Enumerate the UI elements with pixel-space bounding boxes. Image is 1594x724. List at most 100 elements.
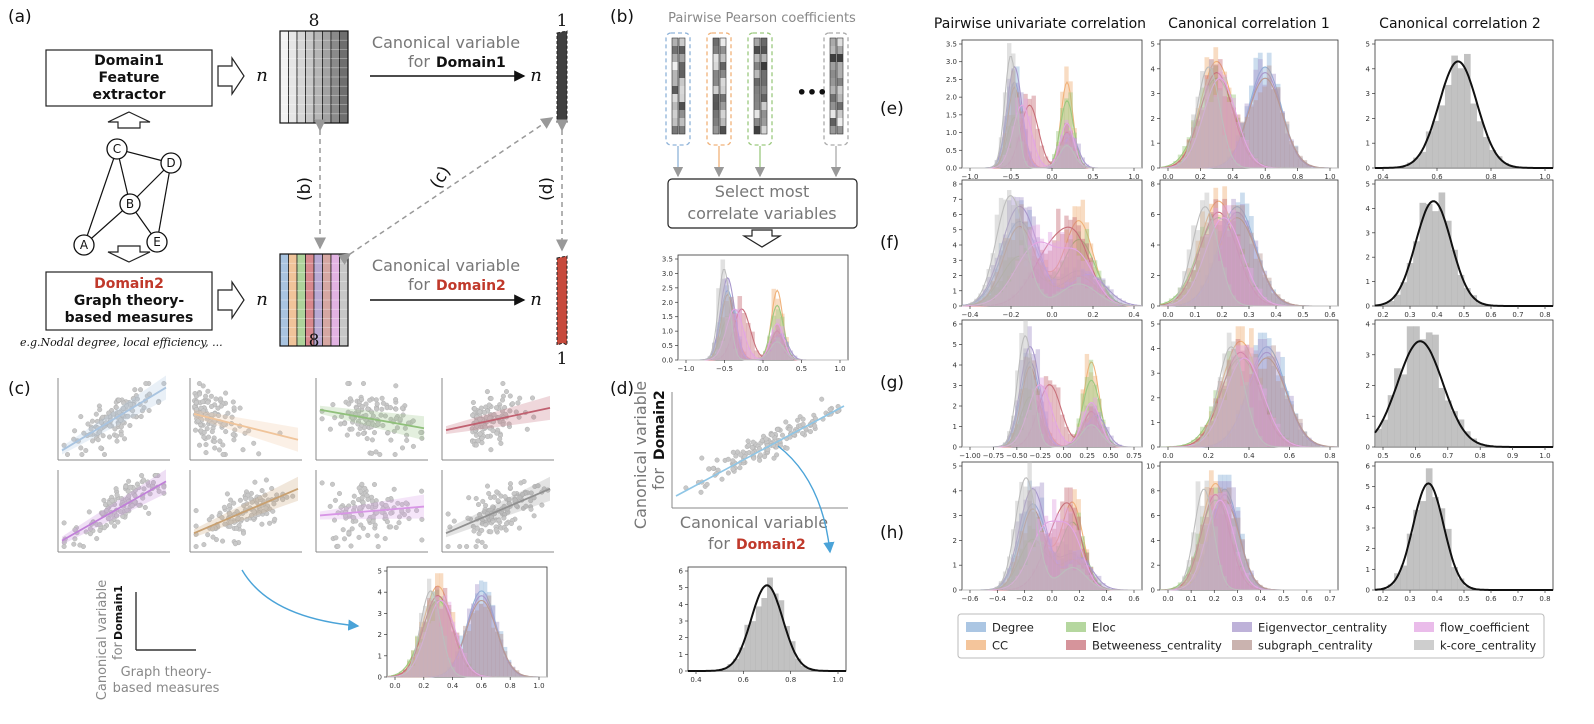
scatter-point — [100, 510, 106, 516]
scatter-point — [137, 387, 143, 393]
x-tick-label: 0.6 — [1324, 311, 1336, 319]
scatter-point — [114, 492, 120, 498]
histogram-bar — [1231, 341, 1236, 447]
column-cell — [754, 94, 760, 102]
column-cell — [679, 126, 685, 134]
scatter-point — [346, 401, 352, 407]
scatter-point — [93, 411, 99, 417]
scatter-point — [515, 400, 521, 406]
histogram-bar — [1064, 288, 1069, 306]
scatter-point — [410, 418, 416, 424]
scatter-point — [757, 452, 763, 458]
scatter-point — [118, 432, 124, 438]
scatter-point — [374, 406, 380, 412]
x-tick-label: −0.5 — [716, 365, 733, 373]
scatter-point — [204, 426, 210, 432]
scatter-point — [72, 428, 78, 434]
column-cell — [679, 102, 685, 110]
histogram-bar — [720, 278, 726, 360]
histogram-bar — [1035, 536, 1041, 590]
histogram-bar — [763, 355, 768, 360]
scatter-point — [229, 414, 235, 420]
scatter-point — [762, 454, 768, 460]
y-tick-label: 8 — [1151, 487, 1155, 495]
scatter-point — [699, 455, 705, 461]
scatter-point — [201, 542, 207, 548]
chart-frame — [961, 39, 1143, 169]
x-tick-label: 0.4 — [1243, 452, 1255, 460]
regression-band — [62, 375, 166, 455]
column-pair-outline — [747, 32, 773, 146]
x-tick-label: 0.3 — [1404, 311, 1415, 319]
x-tick-label: −1.00 — [959, 452, 980, 460]
histogram-bar — [761, 598, 768, 671]
y-tick-label: 4 — [1366, 65, 1371, 73]
histogram-bar — [1011, 205, 1016, 306]
scatter-point — [502, 405, 508, 411]
histogram-bar — [1072, 570, 1077, 590]
legend-label: flow_coefficient — [1440, 621, 1530, 635]
scatter-point — [319, 480, 325, 486]
histogram-bar — [1195, 96, 1201, 168]
scatter-point — [97, 429, 103, 435]
legend-ylabel-line1: Canonical variable — [95, 580, 110, 700]
column-cell — [837, 118, 843, 126]
x-tick-label: 1.0 — [533, 682, 544, 690]
scatter-point — [138, 414, 144, 420]
scatter-point — [493, 405, 499, 411]
link-c-label: (c) — [426, 163, 455, 193]
scatter-point — [140, 477, 146, 483]
y-tick-label: 2 — [1151, 394, 1155, 402]
scatter-point — [479, 539, 485, 545]
histogram-bar — [1240, 254, 1245, 306]
histogram-bar — [758, 354, 764, 360]
right-hollow-arrow-icon — [217, 280, 245, 320]
scatter-point — [133, 393, 139, 399]
histogram-bar — [491, 627, 496, 677]
scatter-point — [369, 498, 375, 504]
histogram-bar — [784, 347, 789, 360]
column-border — [678, 37, 686, 135]
scatter-point — [481, 410, 487, 416]
histogram-bar — [775, 318, 781, 360]
histogram-bar — [780, 313, 785, 360]
histogram-bar — [1406, 326, 1414, 447]
scatter-point — [531, 513, 537, 519]
y-tick-label: 6 — [1151, 512, 1156, 520]
histogram-bar — [733, 313, 738, 360]
scatter-point — [213, 537, 219, 543]
scatter-point — [120, 513, 126, 519]
d-ylabel-domain: Domain2 — [652, 390, 668, 460]
histogram-c: 0.0 0.2 0.4 0.6 0.8 1.0 0 1 2 3 4 5 — [378, 566, 548, 690]
column-cell — [830, 62, 836, 70]
matrix2-rows-label: n — [256, 289, 268, 310]
scatter-point — [228, 497, 234, 503]
column-cell — [837, 54, 843, 62]
x-tick-label: 0.75 — [1126, 452, 1142, 460]
scatter-point — [372, 522, 378, 528]
histogram-bar — [724, 317, 730, 360]
histogram-bar — [1191, 114, 1196, 168]
column-cell — [837, 38, 843, 46]
y-tick-label: 1.0 — [662, 328, 673, 336]
histogram-bar — [1019, 481, 1024, 590]
scatter-point — [212, 445, 218, 451]
scatter-point — [470, 412, 476, 418]
scatter-point — [394, 425, 400, 431]
scatter-point — [698, 489, 704, 495]
column-cell — [713, 86, 719, 94]
scatter-point — [344, 432, 350, 438]
x-tick-label: 0.5 — [1458, 311, 1469, 319]
x-tick-label: 0.8 — [785, 676, 796, 684]
domain2-box-line2: based measures — [65, 310, 194, 326]
scatter-point — [114, 513, 120, 519]
scatter-point — [393, 406, 399, 412]
scatter-point — [220, 452, 226, 458]
y-tick-label: 5 — [1151, 41, 1155, 49]
legend-xlabel-line2: based measures — [113, 681, 220, 696]
y-tick-label: 3 — [953, 382, 957, 390]
column-cell — [754, 118, 760, 126]
histogram-bar — [763, 354, 768, 360]
scatter-point — [335, 543, 341, 549]
scatter-point — [201, 429, 207, 435]
